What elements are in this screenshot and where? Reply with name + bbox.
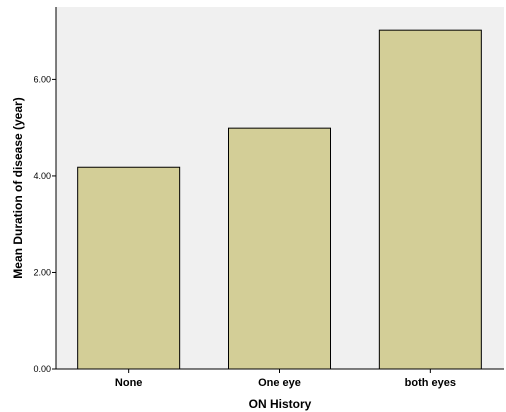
x-category-label: both eyes (405, 377, 456, 389)
x-category-label: None (115, 377, 143, 389)
bar-both-eyes (378, 29, 482, 370)
bar-none (77, 166, 181, 370)
x-axis-title: ON History (249, 397, 312, 411)
bars-group (77, 29, 482, 370)
x-ticks-group: None One eye both eyes (115, 369, 456, 389)
y-tick-label: 0.00 (33, 364, 51, 374)
y-axis-title: Mean Duration of disease (year) (11, 97, 25, 278)
y-tick-label: 6.00 (33, 74, 51, 84)
bar-one-eye (228, 127, 331, 370)
y-ticks-group: 0.00 2.00 4.00 6.00 (33, 74, 56, 374)
y-tick-label: 4.00 (33, 171, 51, 181)
y-tick-label: 2.00 (33, 267, 51, 277)
x-category-label: One eye (258, 377, 301, 389)
